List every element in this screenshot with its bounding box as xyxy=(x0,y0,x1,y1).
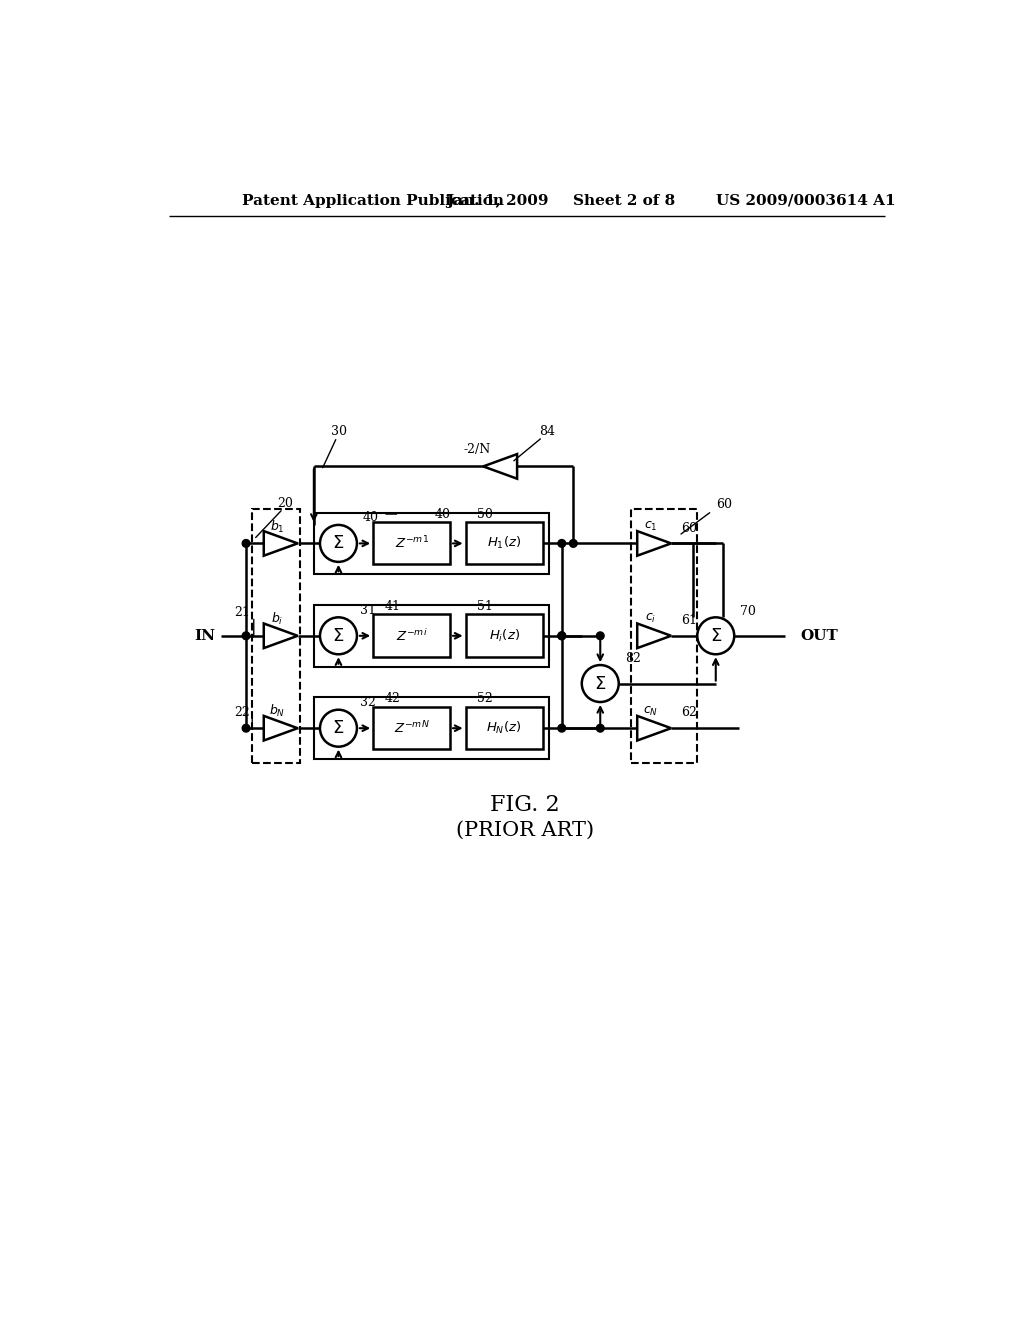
Text: -2/N: -2/N xyxy=(464,444,490,455)
Text: $H_i(z)$: $H_i(z)$ xyxy=(488,628,519,644)
Circle shape xyxy=(243,540,250,548)
Text: 21: 21 xyxy=(234,606,250,619)
Text: OUT: OUT xyxy=(801,628,839,643)
Circle shape xyxy=(319,525,357,562)
Text: $b_N$: $b_N$ xyxy=(268,704,285,719)
Bar xyxy=(313,697,549,759)
Bar xyxy=(313,605,549,667)
Text: $c_N$: $c_N$ xyxy=(643,705,657,718)
Text: 84: 84 xyxy=(539,425,555,438)
Text: FIG. 2: FIG. 2 xyxy=(490,795,559,816)
Text: 40: 40 xyxy=(364,511,379,524)
Text: US 2009/0003614 A1: US 2009/0003614 A1 xyxy=(716,194,895,207)
Polygon shape xyxy=(264,623,298,648)
Text: 51: 51 xyxy=(477,601,493,612)
Text: IN: IN xyxy=(195,628,215,643)
Text: $b_1$: $b_1$ xyxy=(269,519,285,535)
Circle shape xyxy=(558,632,565,640)
Polygon shape xyxy=(637,715,671,741)
Text: $Z^{-mi}$: $Z^{-mi}$ xyxy=(396,628,427,644)
Text: —: — xyxy=(359,506,372,519)
Circle shape xyxy=(558,725,565,733)
Text: $Z^{-mN}$: $Z^{-mN}$ xyxy=(394,719,429,737)
Text: $b_i$: $b_i$ xyxy=(270,611,283,627)
Text: 30: 30 xyxy=(331,425,347,438)
Circle shape xyxy=(319,710,357,747)
Text: 62: 62 xyxy=(681,706,697,719)
Text: 31: 31 xyxy=(360,603,376,616)
Text: $\Sigma$: $\Sigma$ xyxy=(333,719,345,737)
Bar xyxy=(466,706,543,748)
Text: 20: 20 xyxy=(276,496,293,510)
Text: 70: 70 xyxy=(740,605,757,618)
Bar xyxy=(373,706,451,748)
Text: $c_1$: $c_1$ xyxy=(643,520,657,533)
Text: 50: 50 xyxy=(477,508,493,520)
Text: 61: 61 xyxy=(681,614,697,627)
Text: Patent Application Publication: Patent Application Publication xyxy=(243,194,504,207)
Polygon shape xyxy=(637,623,671,648)
Text: 42: 42 xyxy=(385,693,400,705)
Polygon shape xyxy=(264,715,298,741)
Text: 41: 41 xyxy=(385,601,400,612)
Circle shape xyxy=(569,540,578,548)
Text: $H_1(z)$: $H_1(z)$ xyxy=(486,536,521,552)
Text: 82: 82 xyxy=(625,652,641,665)
Text: $c_i$: $c_i$ xyxy=(645,612,656,626)
Bar xyxy=(466,614,543,656)
Bar xyxy=(466,521,543,564)
Text: $Z^{-m1}$: $Z^{-m1}$ xyxy=(394,535,429,552)
Text: Sheet 2 of 8: Sheet 2 of 8 xyxy=(573,194,676,207)
Circle shape xyxy=(243,725,250,733)
Circle shape xyxy=(697,618,734,655)
Bar xyxy=(252,508,300,763)
Text: 22: 22 xyxy=(234,706,250,719)
Circle shape xyxy=(596,632,604,640)
Text: Jan. 1, 2009: Jan. 1, 2009 xyxy=(446,194,549,207)
Bar xyxy=(373,614,451,656)
Circle shape xyxy=(558,632,565,640)
Text: 52: 52 xyxy=(477,693,493,705)
Text: $\Sigma$: $\Sigma$ xyxy=(333,627,345,644)
Text: 60: 60 xyxy=(716,499,732,511)
Bar xyxy=(373,521,451,564)
Circle shape xyxy=(319,618,357,655)
Text: 32: 32 xyxy=(360,696,376,709)
Circle shape xyxy=(596,725,604,733)
Text: (PRIOR ART): (PRIOR ART) xyxy=(456,820,594,840)
Text: 40: 40 xyxy=(435,508,451,520)
Text: $\Sigma$: $\Sigma$ xyxy=(710,627,722,644)
Text: $H_N(z)$: $H_N(z)$ xyxy=(486,721,521,737)
Bar xyxy=(631,508,696,763)
Text: —: — xyxy=(385,508,397,520)
Bar xyxy=(313,512,549,574)
Text: 60: 60 xyxy=(681,521,697,535)
Text: $\Sigma$: $\Sigma$ xyxy=(333,535,345,552)
Polygon shape xyxy=(637,531,671,556)
Circle shape xyxy=(582,665,618,702)
Text: $\Sigma$: $\Sigma$ xyxy=(594,675,606,693)
Polygon shape xyxy=(483,454,517,479)
Circle shape xyxy=(243,632,250,640)
Circle shape xyxy=(558,540,565,548)
Polygon shape xyxy=(264,531,298,556)
